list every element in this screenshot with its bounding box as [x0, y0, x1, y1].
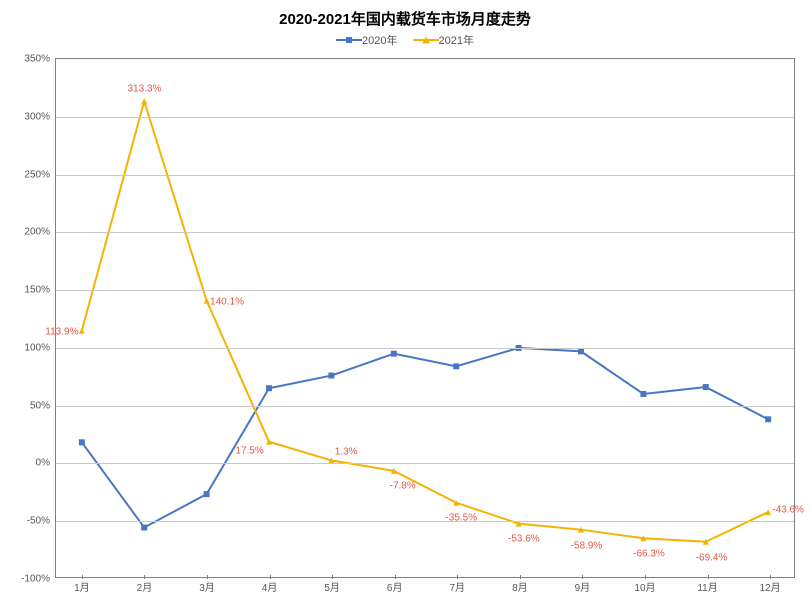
legend-marker-triangle-icon — [422, 37, 430, 44]
y-tick-label: 200% — [24, 227, 56, 238]
y-tick-label: 150% — [24, 285, 56, 296]
x-tick-label: 9月 — [575, 577, 591, 594]
x-tick-label: 2月 — [137, 577, 153, 594]
x-tick-label: 3月 — [199, 577, 215, 594]
y-tick-label: 300% — [24, 111, 56, 122]
data-label: 313.3% — [127, 84, 161, 95]
y-tick-label: 0% — [36, 458, 56, 469]
x-tick-label: 10月 — [634, 577, 655, 594]
x-tick-label: 11月 — [697, 577, 717, 594]
y-tick-label: 350% — [24, 54, 56, 65]
legend-line-2020 — [336, 39, 362, 41]
series-marker — [79, 439, 85, 445]
y-tick-label: 250% — [24, 169, 56, 180]
gridline — [56, 521, 794, 522]
data-label: -53.6% — [508, 534, 540, 545]
legend-label: 2020年 — [362, 32, 397, 48]
gridline — [56, 175, 794, 176]
series-marker — [765, 416, 771, 422]
data-label: -35.5% — [445, 513, 477, 524]
gridline — [56, 232, 794, 233]
data-label: -69.4% — [696, 552, 728, 563]
legend-marker-square-icon — [346, 37, 352, 43]
data-label: -43.6% — [772, 504, 804, 515]
gridline — [56, 406, 794, 407]
series-marker — [79, 328, 85, 334]
legend-item-2021: 2021年 — [413, 32, 474, 48]
series-marker — [204, 298, 210, 304]
legend-label: 2021年 — [439, 32, 474, 48]
y-tick-label: -100% — [21, 574, 56, 585]
x-tick-label: 4月 — [262, 577, 278, 594]
series-marker — [266, 385, 272, 391]
y-tick-label: 100% — [24, 342, 56, 353]
series-marker — [578, 348, 584, 354]
gridline — [56, 463, 794, 464]
gridline — [56, 348, 794, 349]
series-marker — [141, 98, 147, 104]
data-label: -58.9% — [571, 540, 603, 551]
series-marker — [703, 384, 709, 390]
series-marker — [453, 363, 459, 369]
series-marker — [640, 391, 646, 397]
x-tick-label: 7月 — [450, 577, 466, 594]
x-tick-label: 8月 — [512, 577, 528, 594]
data-label: 140.1% — [210, 296, 244, 307]
legend-line-2021 — [413, 39, 439, 41]
y-tick-label: -50% — [27, 516, 56, 527]
data-label: 17.5% — [235, 446, 263, 457]
chart-container: 2020-2021年国内载货车市场月度走势 2020年 2021年 -100%-… — [0, 0, 810, 608]
series-marker — [328, 373, 334, 379]
data-label: -66.3% — [633, 549, 665, 560]
data-label: 113.9% — [45, 326, 78, 337]
plot-area: -100%-50%0%50%100%150%200%250%300%350%1月… — [55, 58, 795, 578]
data-label: -7.8% — [390, 481, 416, 492]
x-tick-label: 12月 — [760, 577, 781, 594]
x-tick-label: 5月 — [324, 577, 340, 594]
gridline — [56, 117, 794, 118]
series-marker — [141, 525, 147, 531]
series-marker — [391, 351, 397, 357]
chart-svg — [56, 59, 794, 577]
x-tick-label: 6月 — [387, 577, 403, 594]
x-tick-label: 1月 — [74, 577, 90, 594]
legend: 2020年 2021年 — [0, 32, 810, 48]
series-marker — [204, 491, 210, 497]
y-tick-label: 50% — [30, 400, 56, 411]
gridline — [56, 290, 794, 291]
legend-item-2020: 2020年 — [336, 32, 397, 48]
series-line — [82, 348, 768, 528]
series-line — [82, 101, 768, 542]
chart-title: 2020-2021年国内载货车市场月度走势 — [0, 8, 810, 29]
data-label: 1.3% — [335, 446, 358, 457]
